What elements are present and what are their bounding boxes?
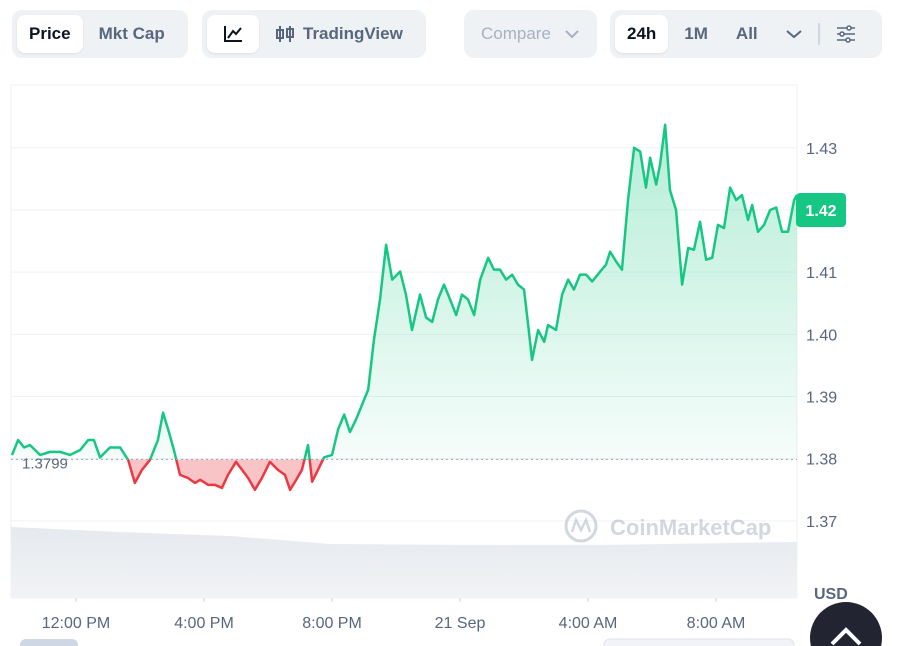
settings[interactable]	[824, 15, 868, 53]
y-tick-label: 1.43	[806, 141, 837, 158]
tab[interactable]: Mkt Cap	[98, 24, 165, 43]
price-tag	[796, 192, 846, 227]
line-icon	[224, 26, 242, 42]
compare-group: Compare	[464, 10, 597, 58]
up-arrow	[830, 627, 862, 646]
compare-label: Compare	[481, 24, 551, 43]
range-group: 24h 1M All	[610, 10, 882, 58]
x-tick-label: 4:00 PM	[174, 615, 234, 632]
range-selector	[603, 638, 795, 646]
range[interactable]: 24h	[615, 15, 669, 53]
x-tick-label: 8:00 AM	[687, 615, 746, 632]
range[interactable]: 1M	[684, 24, 708, 43]
y-tick-label: 1.39	[806, 390, 837, 407]
price-tag-label: 1.42	[805, 203, 836, 220]
y-tick-label: 1.40	[806, 327, 837, 344]
y-tick-label: 1.41	[806, 265, 837, 282]
divider	[817, 23, 820, 45]
range[interactable]: All	[735, 24, 758, 43]
tradingview-view[interactable]: TradingView	[263, 15, 415, 53]
tab-group: Price Mkt Cap	[12, 10, 188, 58]
tab[interactable]: Price	[17, 15, 83, 53]
chevron	[565, 30, 579, 39]
y-tick-label: 1.37	[806, 514, 837, 531]
line-view[interactable]	[207, 15, 259, 53]
volume-area	[11, 527, 797, 598]
x-tick-label: 12:00 PM	[42, 615, 110, 632]
range-dropdown[interactable]	[774, 15, 814, 53]
y-tick-label: 1.38	[806, 452, 837, 469]
area	[12, 124, 797, 490]
compare-dropdown[interactable]: Compare	[469, 15, 591, 53]
chevron	[786, 30, 802, 39]
scroll-thumb	[20, 639, 78, 646]
watermark: CoinMarketCap	[564, 509, 771, 543]
tab-label: TradingView	[303, 24, 403, 43]
watermark-text: CoinMarketCap	[610, 515, 771, 540]
x-tick-label: 4:00 AM	[559, 615, 618, 632]
view-group: TradingView	[202, 10, 426, 58]
x-tick-label: 8:00 PM	[302, 615, 362, 632]
x-tick-label: 21 Sep	[435, 615, 486, 632]
baseline-label: 1.3799	[22, 455, 68, 472]
currency-label: USD	[814, 586, 848, 603]
scroll-top-button[interactable]	[810, 602, 882, 646]
candle-icon	[276, 26, 294, 42]
settings-icon	[836, 25, 855, 43]
line	[10, 123, 799, 492]
